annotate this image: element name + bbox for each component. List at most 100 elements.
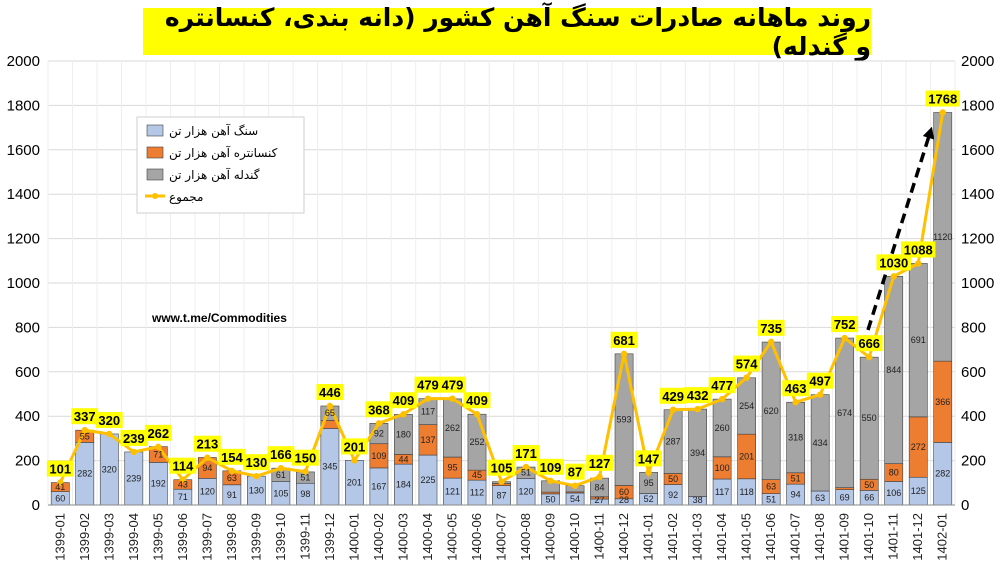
total-label: 1030 <box>879 255 908 270</box>
segment-label-concentrate: 60 <box>619 487 629 497</box>
x-tick-label: 1399-02 <box>77 513 92 561</box>
x-tick-label: 1401-08 <box>812 513 827 561</box>
segment-label-concentrate: 71 <box>153 449 163 459</box>
total-label-box <box>488 459 515 476</box>
total-point <box>351 457 358 464</box>
x-tick-label: 1401-02 <box>665 513 680 561</box>
segment-label-concentrate: 41 <box>55 482 65 492</box>
segment-label-pellet: 287 <box>666 437 681 447</box>
segment-label-ore: 50 <box>546 494 556 504</box>
legend-swatch-pellet <box>146 168 164 181</box>
segment-label-ore: 192 <box>151 479 166 489</box>
trend-arrow-head <box>922 126 935 140</box>
total-label-box <box>831 316 859 333</box>
total-label-box <box>537 458 564 475</box>
total-label-box <box>242 454 270 471</box>
segment-label-ore: 66 <box>864 493 874 503</box>
x-tick-label: 1401-06 <box>763 513 778 561</box>
x-tick-label: 1399-12 <box>322 513 337 561</box>
segment-label-concentrate: 100 <box>715 463 730 473</box>
watermark-url: www.t.me/Commodities <box>151 311 287 325</box>
total-point <box>130 448 137 456</box>
segment-label-ore: 120 <box>518 487 533 497</box>
total-label-box <box>267 446 295 463</box>
segment-label-concentrate: 366 <box>935 397 950 407</box>
total-point <box>424 395 432 402</box>
total-point <box>596 473 603 481</box>
legend-label-concentrate: کنسانتره آهن هزار تن <box>169 145 278 161</box>
segment-label-ore: 98 <box>300 489 310 499</box>
x-tick-label: 1400-11 <box>592 513 607 560</box>
total-label-box <box>855 335 883 352</box>
segment-label-ore: 201 <box>347 478 362 488</box>
y-tick-label-left: 1200 <box>7 231 40 248</box>
segment-label-pellet: 262 <box>445 423 460 433</box>
total-label-box <box>708 377 736 394</box>
total-label-box <box>901 241 936 258</box>
segment-label-ore: 117 <box>715 487 729 497</box>
total-label: 429 <box>662 389 684 404</box>
segment-label-concentrate: 50 <box>864 480 874 490</box>
y-tick-label-left: 0 <box>32 497 40 514</box>
y-tick-label-left: 800 <box>15 319 40 336</box>
segment-label-ore: 71 <box>178 492 188 502</box>
segment-label-concentrate: 51 <box>791 473 801 483</box>
total-label-box <box>512 445 540 462</box>
segment-label-concentrate: 50 <box>668 474 678 484</box>
total-point <box>620 350 628 358</box>
total-label: 171 <box>515 446 537 461</box>
total-point <box>449 395 456 402</box>
segment-label-ore: 38 <box>693 495 703 505</box>
total-label-box <box>341 438 368 455</box>
total-label: 1768 <box>928 92 957 107</box>
x-tick-label: 1400-10 <box>567 513 582 561</box>
segment-label-ore: 320 <box>102 464 117 474</box>
x-tick-label: 1400-08 <box>518 513 533 561</box>
segment-label-ore: 54 <box>570 494 580 504</box>
y-tick-label-right: 1400 <box>961 186 994 203</box>
total-label: 109 <box>540 460 562 475</box>
legend-swatch-ore <box>146 124 164 137</box>
x-tick-label: 1401-04 <box>714 513 729 561</box>
y-tick-label-left: 200 <box>15 453 40 470</box>
total-label-box <box>193 435 221 452</box>
segment-label-concentrate: 137 <box>420 435 435 445</box>
segment-label-pellet: 260 <box>715 423 730 433</box>
segment-label-ore: 345 <box>322 462 337 472</box>
y-tick-label-left: 2000 <box>7 53 40 70</box>
total-point <box>767 338 775 346</box>
segment-label-concentrate: 109 <box>371 451 386 461</box>
segment-label-pellet: 84 <box>595 482 605 492</box>
segment-label-pellet: 844 <box>886 365 901 375</box>
total-label: 409 <box>466 393 488 408</box>
total-point <box>547 477 554 485</box>
total-label: 463 <box>785 381 807 396</box>
y-tick-label-right: 400 <box>961 408 986 425</box>
segment-label-pellet: 550 <box>862 413 877 423</box>
total-label: 735 <box>760 321 782 336</box>
segment-label-pellet: 691 <box>911 335 926 345</box>
total-point <box>743 374 750 381</box>
segment-label-ore: 91 <box>227 490 237 500</box>
y-tick-label-left: 400 <box>15 408 40 425</box>
total-label: 150 <box>295 451 317 466</box>
total-point <box>302 468 309 475</box>
x-tick-label: 1401-01 <box>641 513 656 561</box>
segment-label-ore: 63 <box>815 493 825 503</box>
total-point <box>694 405 701 413</box>
legend-label-ore: سنگ آهن هزار تن <box>169 123 258 139</box>
x-tick-label: 1400-06 <box>469 513 484 561</box>
segment-label-pellet: 318 <box>788 433 803 443</box>
total-label-box <box>659 387 687 404</box>
total-label-box <box>463 392 491 409</box>
total-label-box <box>733 355 761 372</box>
segment-label-pellet: 92 <box>374 429 384 439</box>
total-label: 320 <box>98 413 120 428</box>
total-label: 681 <box>613 333 635 348</box>
x-tick-label: 1400-01 <box>346 513 361 561</box>
total-label-box <box>610 331 638 348</box>
total-label: 479 <box>442 378 464 393</box>
total-label: 446 <box>319 385 341 400</box>
total-label: 114 <box>172 459 194 474</box>
